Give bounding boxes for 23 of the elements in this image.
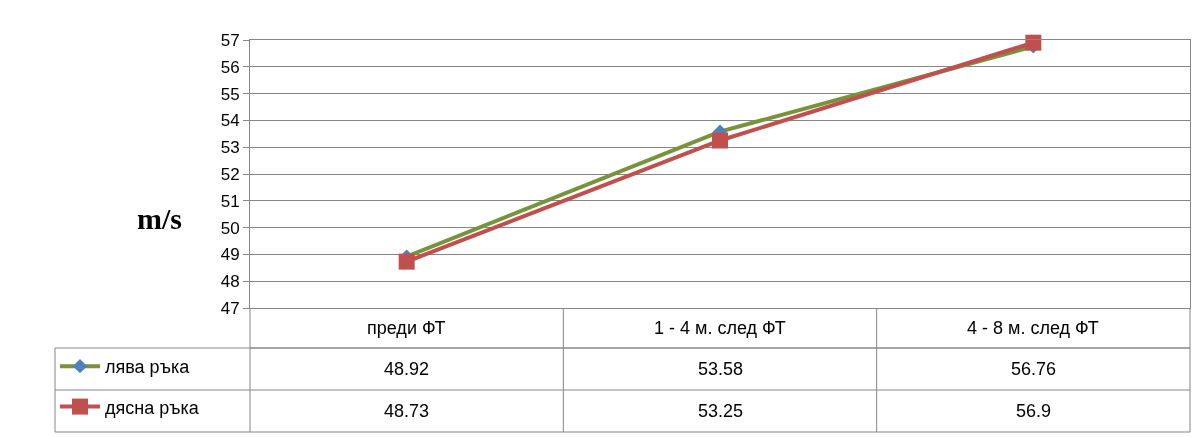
y-tick-label: 55 bbox=[220, 84, 240, 104]
y-tick-label: 51 bbox=[220, 191, 240, 211]
data-label: 56.76 bbox=[1011, 359, 1057, 379]
data-label: 48.73 bbox=[384, 401, 430, 421]
y-tick-label: 50 bbox=[220, 218, 240, 238]
data-label: 48.92 bbox=[384, 359, 430, 379]
y-tick-label: 54 bbox=[220, 111, 240, 131]
y-axis-title: m/s bbox=[137, 202, 182, 235]
data-label: 53.25 bbox=[698, 401, 744, 421]
data-label: 53.58 bbox=[698, 359, 744, 379]
y-tick-label: 48 bbox=[220, 272, 240, 292]
data-label: 56.9 bbox=[1016, 401, 1052, 421]
x-tick-label: 4 - 8 м. след ФТ bbox=[967, 318, 1099, 338]
y-tick-label: 52 bbox=[220, 164, 240, 184]
x-tick-label: 1 - 4 м. след ФТ bbox=[654, 318, 786, 338]
y-tick-label: 49 bbox=[220, 245, 240, 265]
x-tick-label: преди ФТ bbox=[367, 318, 446, 338]
legend-label: лява ръка bbox=[105, 357, 191, 378]
y-tick-label: 53 bbox=[220, 138, 240, 158]
y-tick-label: 56 bbox=[220, 57, 240, 77]
legend-label: дясна ръка bbox=[105, 397, 200, 418]
y-tick-label: 47 bbox=[220, 298, 240, 318]
y-tick-label: 57 bbox=[220, 30, 240, 50]
